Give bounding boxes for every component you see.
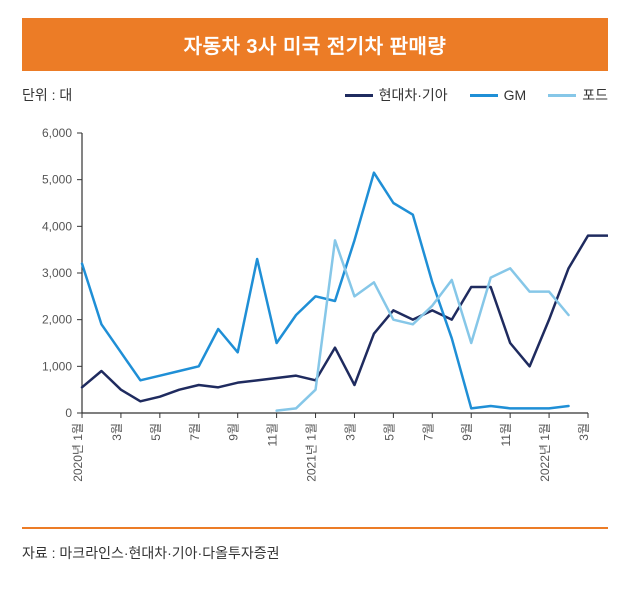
- svg-text:2020년 1월: 2020년 1월: [71, 423, 85, 482]
- svg-text:3,000: 3,000: [42, 266, 72, 280]
- legend-swatch-series3: [548, 94, 576, 97]
- unit-label: 단위 : 대: [22, 85, 72, 105]
- svg-text:7월: 7월: [188, 423, 202, 441]
- svg-text:5월: 5월: [149, 423, 163, 441]
- svg-text:5월: 5월: [382, 423, 396, 441]
- legend-row: 단위 : 대 현대차·기아 GM 포드: [22, 85, 608, 105]
- legend-swatch-series2: [470, 94, 498, 97]
- svg-text:2,000: 2,000: [42, 313, 72, 327]
- svg-text:11월: 11월: [266, 423, 280, 447]
- legend-label-series2: GM: [504, 87, 527, 103]
- svg-text:1,000: 1,000: [42, 359, 72, 373]
- svg-text:4,000: 4,000: [42, 219, 72, 233]
- legend-item-series1: 현대차·기아: [345, 85, 448, 105]
- svg-text:3월: 3월: [577, 423, 591, 441]
- footer-rule: [22, 527, 608, 529]
- source-text: 자료 : 마크라인스·현대차·기아·다올투자증권: [0, 537, 630, 563]
- line-chart: 0 1,000 2,000 3,000 4,000 5,000 6,000 2020년 1월 3…: [22, 123, 608, 503]
- svg-text:9월: 9월: [460, 423, 474, 441]
- svg-text:0: 0: [65, 406, 72, 420]
- svg-text:6,000: 6,000: [42, 126, 72, 140]
- svg-text:11월: 11월: [499, 423, 513, 447]
- svg-text:7월: 7월: [421, 423, 435, 441]
- legend-label-series3: 포드: [582, 85, 608, 105]
- legend-item-series3: 포드: [548, 85, 608, 105]
- legend-item-series2: GM: [470, 87, 527, 103]
- svg-text:3월: 3월: [343, 423, 357, 441]
- chart-title: 자동차 3사 미국 전기차 판매량: [22, 18, 608, 71]
- chart-svg: 0 1,000 2,000 3,000 4,000 5,000 6,000 2020년 1월 3…: [22, 123, 608, 503]
- legend-swatch-series1: [345, 94, 373, 97]
- legend-label-series1: 현대차·기아: [379, 85, 448, 105]
- svg-text:3월: 3월: [110, 423, 124, 441]
- svg-text:2022년 1월: 2022년 1월: [538, 423, 552, 482]
- svg-text:5,000: 5,000: [42, 173, 72, 187]
- svg-text:9월: 9월: [227, 423, 241, 441]
- svg-text:2021년 1월: 2021년 1월: [305, 423, 319, 482]
